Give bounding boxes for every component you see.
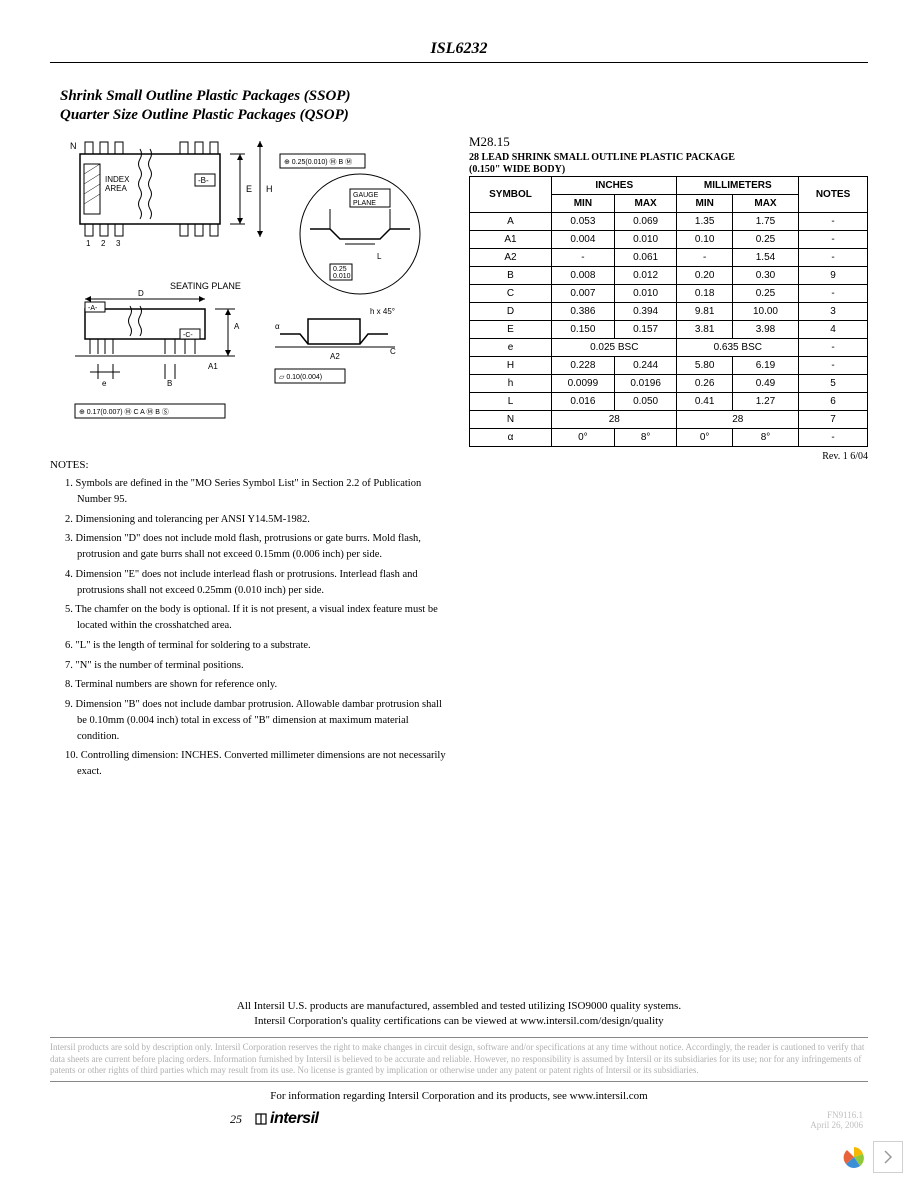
svg-text:-B-: -B- <box>198 176 209 185</box>
svg-text:D: D <box>138 289 144 298</box>
svg-text:AREA: AREA <box>105 184 127 193</box>
table-row: α0°8°0°8°- <box>470 429 868 447</box>
table-subtitle-2: (0.150" WIDE BODY) <box>469 164 868 175</box>
svg-text:A2: A2 <box>330 352 340 361</box>
note-item: 7. "N" is the number of terminal positio… <box>65 658 449 674</box>
footer-line-1: All Intersil U.S. products are manufactu… <box>50 1000 868 1012</box>
svg-text:e: e <box>102 379 107 388</box>
notes-list: 1. Symbols are defined in the "MO Series… <box>50 476 449 780</box>
svg-text:PLANE: PLANE <box>353 200 376 207</box>
th-millimeters: MILLIMETERS <box>677 177 799 195</box>
header-rule <box>50 62 868 63</box>
note-item: 3. Dimension "D" does not include mold f… <box>65 531 449 563</box>
nav-widget <box>841 1141 903 1173</box>
nav-next-button[interactable] <box>873 1141 903 1173</box>
th-mm-min: MIN <box>677 195 732 213</box>
svg-text:A1: A1 <box>208 362 218 371</box>
intersil-logo: intersil <box>254 1110 318 1128</box>
svg-text:▱ 0.10(0.004): ▱ 0.10(0.004) <box>279 374 322 381</box>
svg-text:N: N <box>70 141 77 151</box>
note-item: 4. Dimension "E" does not include interl… <box>65 567 449 599</box>
th-inches: INCHES <box>552 177 677 195</box>
section-title-1: Shrink Small Outline Plastic Packages (S… <box>60 88 868 105</box>
svg-text:1: 1 <box>86 239 91 248</box>
table-row: A2-0.061-1.54- <box>470 249 868 267</box>
th-in-max: MAX <box>614 195 677 213</box>
note-item: 5. The chamfer on the body is optional. … <box>65 602 449 634</box>
table-row: h0.00990.01960.260.495 <box>470 375 868 393</box>
svg-text:-C-: -C- <box>183 332 193 339</box>
svg-text:0.010: 0.010 <box>333 273 351 280</box>
svg-text:L: L <box>377 252 382 261</box>
svg-text:A: A <box>234 322 240 331</box>
footer-date: FN9116.1 April 26, 2006 <box>810 1110 863 1130</box>
table-row: E0.1500.1573.813.984 <box>470 321 868 339</box>
table-row: B0.0080.0120.200.309 <box>470 267 868 285</box>
note-item: 9. Dimension "B" does not include dambar… <box>65 697 449 744</box>
svg-text:α: α <box>275 322 280 331</box>
nav-flower-icon[interactable] <box>841 1144 867 1170</box>
section-title-2: Quarter Size Outline Plastic Packages (Q… <box>60 107 868 124</box>
table-row: A0.0530.0691.351.75- <box>470 213 868 231</box>
table-row: N28287 <box>470 411 868 429</box>
table-title: M28.15 <box>469 134 868 150</box>
svg-text:⊕ 0.17(0.007) Ⓜ C A Ⓜ B Ⓢ: ⊕ 0.17(0.007) Ⓜ C A Ⓜ B Ⓢ <box>79 408 169 416</box>
dimensions-table: SYMBOL INCHES MILLIMETERS NOTES MIN MAX … <box>469 176 868 447</box>
svg-text:h x 45°: h x 45° <box>370 307 395 316</box>
note-item: 10. Controlling dimension: INCHES. Conve… <box>65 748 449 780</box>
table-revision: Rev. 1 6/04 <box>469 451 868 462</box>
table-row: L0.0160.0500.411.276 <box>470 393 868 411</box>
note-item: 1. Symbols are defined in the "MO Series… <box>65 476 449 508</box>
table-row: e0.025 BSC0.635 BSC- <box>470 339 868 357</box>
th-notes: NOTES <box>799 177 868 213</box>
footer-info-line: For information regarding Intersil Corpo… <box>50 1090 868 1102</box>
svg-text:3: 3 <box>116 239 121 248</box>
footer-block: All Intersil U.S. products are manufactu… <box>50 1000 868 1128</box>
svg-text:SEATING PLANE: SEATING PLANE <box>170 281 241 291</box>
table-row: A10.0040.0100.100.25- <box>470 231 868 249</box>
svg-text:H: H <box>266 184 273 194</box>
table-row: D0.3860.3949.8110.003 <box>470 303 868 321</box>
note-item: 2. Dimensioning and tolerancing per ANSI… <box>65 512 449 528</box>
th-in-min: MIN <box>552 195 615 213</box>
notes-heading: NOTES: <box>50 459 449 471</box>
svg-text:C: C <box>390 347 396 356</box>
table-row: C0.0070.0100.180.25- <box>470 285 868 303</box>
svg-text:0.25: 0.25 <box>333 266 347 273</box>
package-diagram: INDEX AREA N 1 2 3 E <box>50 134 430 444</box>
svg-text:2: 2 <box>101 239 106 248</box>
footer-line-2: Intersil Corporation's quality certifica… <box>50 1015 868 1027</box>
svg-text:-A-: -A- <box>88 305 98 312</box>
svg-text:INDEX: INDEX <box>105 175 130 184</box>
th-symbol: SYMBOL <box>470 177 552 213</box>
th-mm-max: MAX <box>732 195 798 213</box>
svg-text:B: B <box>167 379 172 388</box>
table-row: H0.2280.2445.806.19- <box>470 357 868 375</box>
footer-disclaimer: Intersil products are sold by descriptio… <box>50 1037 868 1082</box>
note-item: 6. "L" is the length of terminal for sol… <box>65 638 449 654</box>
table-subtitle-1: 28 LEAD SHRINK SMALL OUTLINE PLASTIC PAC… <box>469 152 868 163</box>
header-part-number: ISL6232 <box>50 40 868 58</box>
note-item: 8. Terminal numbers are shown for refere… <box>65 677 449 693</box>
svg-text:GAUGE: GAUGE <box>353 192 379 199</box>
page-number: 25 <box>230 1112 242 1127</box>
svg-text:E: E <box>246 184 252 194</box>
svg-text:⊕ 0.25(0.010) Ⓜ B Ⓜ: ⊕ 0.25(0.010) Ⓜ B Ⓜ <box>284 158 352 166</box>
